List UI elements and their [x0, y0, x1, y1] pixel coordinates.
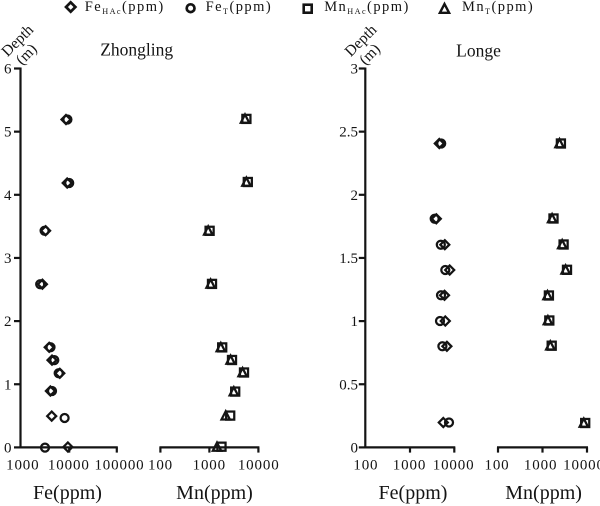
svg-text:4: 4 [4, 188, 12, 204]
svg-text:10000: 10000 [48, 458, 90, 474]
svg-text:0: 0 [351, 440, 359, 456]
svg-text:3: 3 [4, 251, 12, 267]
svg-text:Mn(ppm): Mn(ppm) [505, 482, 582, 504]
svg-text:1: 1 [351, 314, 359, 330]
svg-text:1000: 1000 [524, 458, 557, 474]
svg-text:100000: 100000 [94, 458, 144, 474]
svg-text:100: 100 [484, 458, 509, 474]
svg-text:0.5: 0.5 [339, 377, 358, 393]
svg-text:Longe: Longe [456, 41, 501, 61]
svg-text:10000: 10000 [238, 458, 280, 474]
svg-text:FeHAc(ppm): FeHAc(ppm) [85, 0, 165, 16]
svg-text:Mn(ppm): Mn(ppm) [176, 482, 253, 504]
svg-text:10000: 10000 [433, 458, 475, 474]
svg-text:MnT(ppm): MnT(ppm) [462, 0, 534, 16]
svg-text:1000: 1000 [393, 458, 426, 474]
svg-text:100: 100 [148, 458, 173, 474]
svg-text:1000: 1000 [193, 458, 226, 474]
svg-text:FeT(ppm): FeT(ppm) [206, 0, 273, 16]
svg-text:10000: 10000 [563, 458, 600, 474]
svg-text:MnHAc(ppm): MnHAc(ppm) [324, 0, 410, 16]
svg-text:5: 5 [4, 125, 12, 141]
svg-text:2.5: 2.5 [339, 125, 358, 141]
svg-text:6: 6 [4, 62, 12, 78]
svg-text:Zhongling: Zhongling [100, 40, 173, 60]
svg-text:1.5: 1.5 [339, 251, 358, 267]
svg-text:2: 2 [351, 188, 359, 204]
svg-text:100: 100 [353, 458, 378, 474]
svg-text:2: 2 [4, 314, 12, 330]
svg-text:Fe(ppm): Fe(ppm) [33, 482, 102, 504]
svg-text:1: 1 [4, 377, 12, 393]
svg-text:0: 0 [4, 440, 12, 456]
svg-text:3: 3 [351, 62, 359, 78]
svg-text:Fe(ppm): Fe(ppm) [379, 482, 448, 504]
svg-text:1000: 1000 [6, 458, 39, 474]
